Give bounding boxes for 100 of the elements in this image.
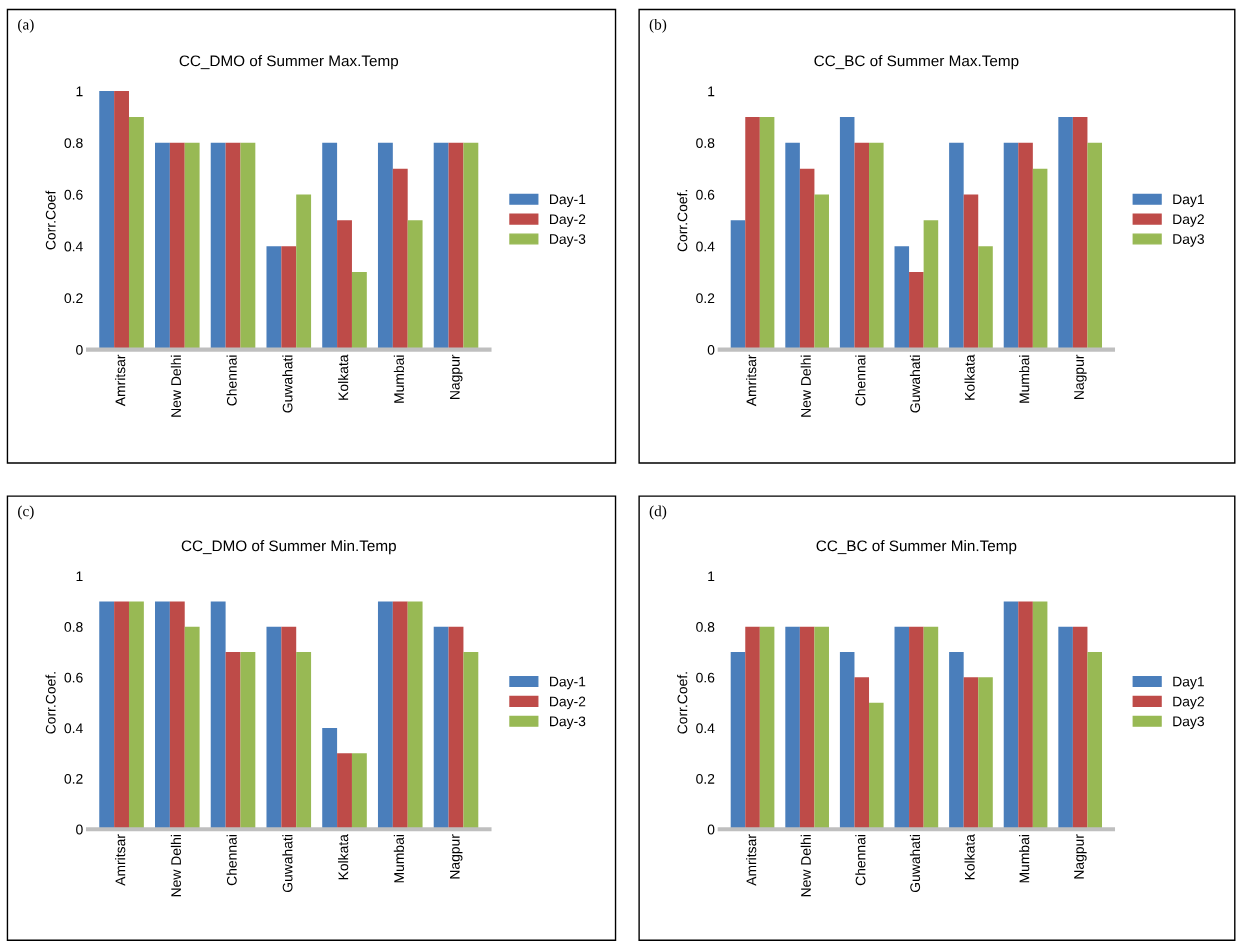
bar [225, 652, 241, 830]
chart-title: CC_DMO of Summer Min.Temp [181, 540, 396, 555]
bar [814, 626, 829, 830]
x-tick-label: New Delhi [170, 835, 182, 897]
x-tick-label: New Delhi [800, 835, 811, 897]
y-tick-label: 0.4 [696, 241, 715, 252]
bar [155, 142, 170, 350]
bar [99, 601, 115, 830]
bar [799, 168, 815, 350]
x-tick-label: Kolkata [338, 354, 349, 400]
bar [240, 142, 256, 350]
bar [337, 220, 352, 350]
bar [225, 142, 241, 350]
bar [169, 142, 185, 350]
y-axis-title: Corr.Coef. [677, 189, 688, 252]
bar [799, 626, 815, 830]
legend-label: Day2 [1173, 696, 1204, 710]
legend-label: Day-2 [550, 696, 586, 710]
x-tick-label: New Delhi [170, 355, 182, 417]
y-tick-label: 0.8 [696, 622, 715, 632]
bar [210, 601, 226, 830]
y-tick-label: 1 [76, 86, 83, 97]
bar [1003, 601, 1019, 830]
y-tick-label: 0 [707, 344, 715, 355]
x-tick-label: Guwahati [282, 355, 293, 413]
bar [281, 626, 297, 830]
bar [1087, 142, 1103, 350]
legend-label: Day-1 [550, 676, 586, 690]
bar [923, 220, 939, 350]
y-tick-label: 0.2 [696, 293, 715, 304]
bar [894, 246, 910, 350]
x-tick-label: Kolkata [338, 834, 349, 880]
bar [909, 272, 924, 350]
bar [433, 142, 449, 350]
x-tick-label: Chennai [226, 355, 237, 406]
bar [169, 601, 185, 830]
bar [296, 194, 312, 350]
y-tick-label: 0.6 [64, 672, 83, 683]
bar [1032, 168, 1048, 350]
bar [184, 142, 200, 350]
y-tick-label: 0 [76, 824, 83, 835]
bar [114, 91, 129, 350]
bar [1058, 116, 1073, 350]
y-tick-label: 0.2 [64, 293, 83, 304]
bar [351, 753, 367, 830]
bar [392, 168, 408, 350]
bar [296, 652, 312, 830]
bar [128, 601, 144, 830]
x-tick-label: Kolkata [964, 354, 975, 400]
y-axis-title: Corr.Coef [45, 190, 56, 250]
x-tick-label: Nagpur [1074, 354, 1087, 399]
legend-label: Day3 [1173, 716, 1204, 730]
chart-title: CC_BC of Summer Max.Temp [814, 55, 1019, 70]
x-tick-label: Kolkata [964, 834, 975, 880]
y-tick-label: 0 [707, 824, 715, 835]
x-tick-label: Chennai [855, 835, 866, 886]
y-tick-label: 0.6 [64, 189, 83, 200]
y-tick-label: 1 [708, 571, 715, 582]
bar [949, 142, 964, 350]
bar [963, 194, 979, 350]
bar [1058, 626, 1073, 830]
bar [322, 142, 338, 350]
bar [1018, 601, 1033, 830]
y-tick-label: 0.8 [64, 622, 83, 632]
text: (b) [649, 18, 667, 33]
text: (a) [18, 18, 34, 33]
bar [854, 677, 870, 830]
bar [114, 601, 129, 830]
y-tick-label: 0.8 [64, 138, 83, 148]
bar [1003, 142, 1019, 350]
legend-label: Day-1 [550, 194, 586, 207]
legend-label: Day-2 [550, 214, 586, 227]
chart-title: CC_DMO of Summer Max.Temp [179, 55, 399, 70]
x-tick-label: Nagpur [1074, 834, 1087, 879]
text: (c) [18, 505, 34, 520]
y-tick-label: 0 [76, 344, 83, 355]
y-tick-label: 0.6 [696, 672, 715, 683]
bar [407, 601, 423, 830]
x-tick-label: Mumbai [393, 835, 404, 883]
y-tick-label: 0.4 [696, 723, 715, 734]
bar [909, 626, 924, 830]
bar [854, 142, 870, 350]
legend-label: Day-3 [550, 716, 586, 730]
bar [448, 626, 464, 830]
legend-label: Day2 [1173, 214, 1204, 227]
x-tick-label: Amritsar [746, 834, 757, 886]
y-tick-label: 0.2 [64, 773, 83, 784]
bar [814, 194, 829, 350]
bar [923, 626, 939, 830]
x-tick-label: Chennai [226, 835, 237, 886]
bar [266, 246, 282, 350]
bar [210, 142, 226, 350]
legend-label: Day-3 [550, 234, 586, 247]
x-tick-label: Amritsar [115, 354, 126, 407]
x-tick-label: Nagpur [450, 354, 463, 399]
bar [785, 142, 800, 350]
bar [759, 626, 775, 830]
x-tick-label: Guwahati [909, 835, 921, 893]
legend-label: Day1 [1173, 676, 1204, 690]
bar [184, 626, 200, 830]
